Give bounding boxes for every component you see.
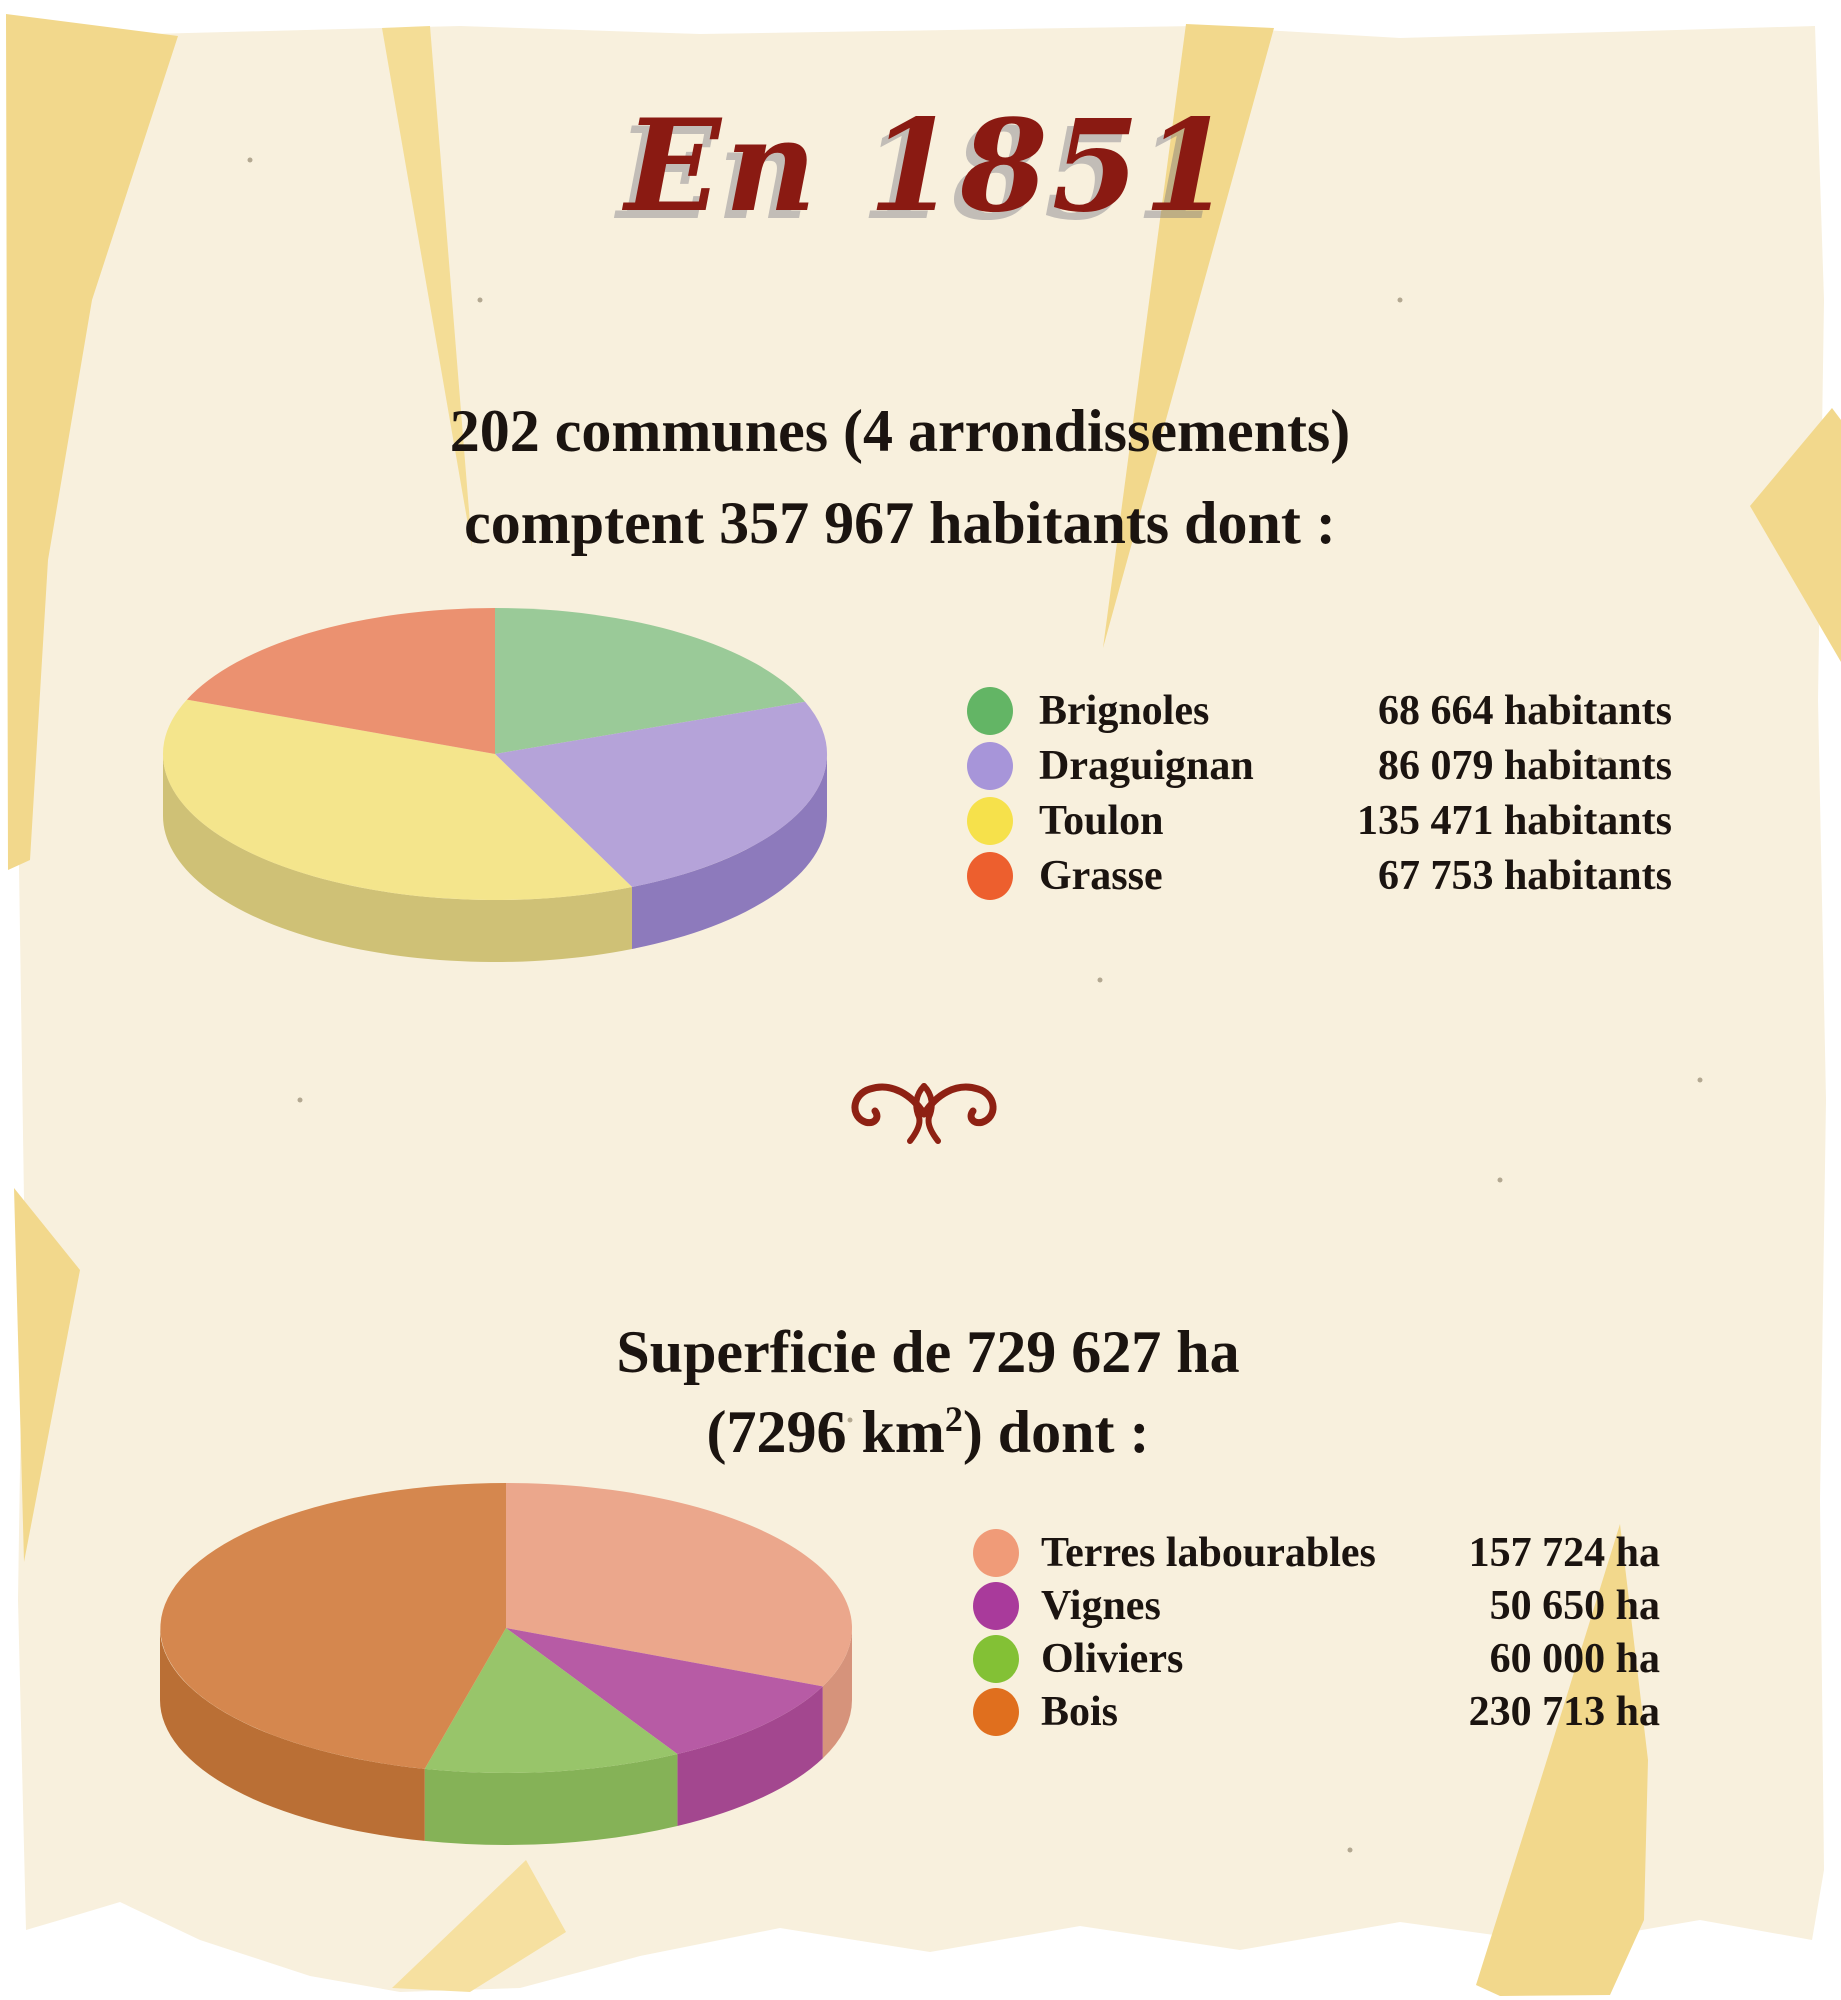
legend-label: Draguignan bbox=[1039, 742, 1254, 789]
pie-slice-toulon bbox=[162, 699, 632, 901]
legend-value: 68 664 habitants bbox=[1377, 687, 1672, 734]
population-heading-line1: 202 communes (4 arrondissements) bbox=[449, 398, 1351, 464]
surface-heading-line2: (7296 km2) dont : bbox=[706, 1399, 1150, 1465]
pie-slice-side-toulon bbox=[162, 754, 632, 963]
legend-row-toulon: Toulon 135 471 habitants bbox=[967, 793, 1672, 848]
surface-legend: Terres labourables 157 724 ha Vignes 50 650… bbox=[973, 1526, 1660, 1738]
legend-value: 67 753 habitants bbox=[1377, 852, 1672, 899]
legend-row-bois: Bois 230 713 ha bbox=[973, 1685, 1660, 1738]
pie-slice-bois bbox=[160, 1483, 506, 1769]
torn-yellow-bottom-right bbox=[1476, 1524, 1648, 1996]
torn-yellow-left-edge bbox=[14, 1188, 80, 1562]
legend-row-terres-labourables: Terres labourables 157 724 ha bbox=[973, 1526, 1660, 1579]
population-heading-line2: comptent 357 967 habitants dont : bbox=[464, 490, 1336, 556]
legend-color-dot-icon bbox=[973, 1581, 1019, 1630]
legend-row-oliviers: Oliviers 60 000 ha bbox=[973, 1632, 1660, 1685]
surface-heading: Superficie de 729 627 ha (7296 km2) dont… bbox=[428, 1312, 1428, 1472]
legend-color-dot-icon bbox=[973, 1528, 1019, 1577]
page-title: En 1851 bbox=[624, 92, 1236, 240]
legend-row-vignes: Vignes 50 650 ha bbox=[973, 1579, 1660, 1632]
legend-color-dot-icon bbox=[973, 1634, 1019, 1683]
legend-value: 230 713 ha bbox=[1468, 1688, 1660, 1735]
legend-color-dot-icon bbox=[967, 686, 1013, 735]
legend-label: Brignoles bbox=[1039, 687, 1210, 734]
torn-yellow-spike-left bbox=[382, 26, 472, 548]
pie-slice-side-bois bbox=[160, 1628, 425, 1841]
population-heading: 202 communes (4 arrondissements) compten… bbox=[150, 385, 1650, 569]
pie-slice-side-draguignan bbox=[632, 754, 827, 949]
legend-row-brignoles: Brignoles 68 664 habitants bbox=[967, 683, 1672, 738]
legend-value: 60 000 ha bbox=[1489, 1635, 1660, 1682]
legend-label: Oliviers bbox=[1041, 1635, 1184, 1682]
torn-yellow-spike-right bbox=[1103, 24, 1274, 648]
pie-slice-vignes bbox=[506, 1628, 823, 1754]
legend-label: Grasse bbox=[1039, 852, 1163, 899]
squared-superscript: 2 bbox=[944, 1399, 963, 1439]
legend-row-draguignan: Draguignan 86 079 habitants bbox=[967, 738, 1672, 793]
legend-color-dot-icon bbox=[967, 851, 1013, 900]
surface-pie-chart bbox=[160, 1483, 853, 1845]
decorative-flourish-icon bbox=[851, 1083, 997, 1144]
population-pie-chart bbox=[162, 608, 828, 963]
torn-yellow-bottom-center bbox=[392, 1860, 566, 1992]
pie-slice-side-oliviers bbox=[424, 1754, 678, 1845]
pie-slice-brignoles bbox=[495, 608, 806, 754]
legend-label: Bois bbox=[1041, 1688, 1119, 1735]
pie-slice-side-vignes bbox=[677, 1686, 823, 1826]
legend-value: 135 471 habitants bbox=[1356, 797, 1672, 844]
legend-label: Toulon bbox=[1039, 797, 1164, 844]
pie-slice-grasse bbox=[186, 608, 495, 754]
pie-slice-terres-labourables bbox=[506, 1483, 853, 1687]
torn-yellow-top-left bbox=[6, 14, 178, 870]
torn-yellow-right-edge bbox=[1750, 408, 1841, 662]
legend-color-dot-icon bbox=[967, 741, 1013, 790]
legend-value: 157 724 ha bbox=[1468, 1529, 1660, 1576]
legend-value: 86 079 habitants bbox=[1377, 742, 1672, 789]
pie-slice-oliviers bbox=[424, 1628, 678, 1773]
legend-label: Terres labourables bbox=[1041, 1529, 1376, 1576]
legend-label: Vignes bbox=[1041, 1582, 1161, 1629]
surface-heading-line1: Superficie de 729 627 ha bbox=[616, 1319, 1240, 1385]
pie-slice-draguignan bbox=[495, 701, 828, 887]
population-legend: Brignoles 68 664 habitants Draguignan 86 07… bbox=[967, 683, 1672, 903]
legend-color-dot-icon bbox=[967, 796, 1013, 845]
legend-value: 50 650 ha bbox=[1489, 1582, 1660, 1629]
legend-row-grasse: Grasse 67 753 habitants bbox=[967, 848, 1672, 903]
pie-slice-side-terres-labourables bbox=[822, 1628, 852, 1759]
legend-color-dot-icon bbox=[973, 1687, 1019, 1736]
